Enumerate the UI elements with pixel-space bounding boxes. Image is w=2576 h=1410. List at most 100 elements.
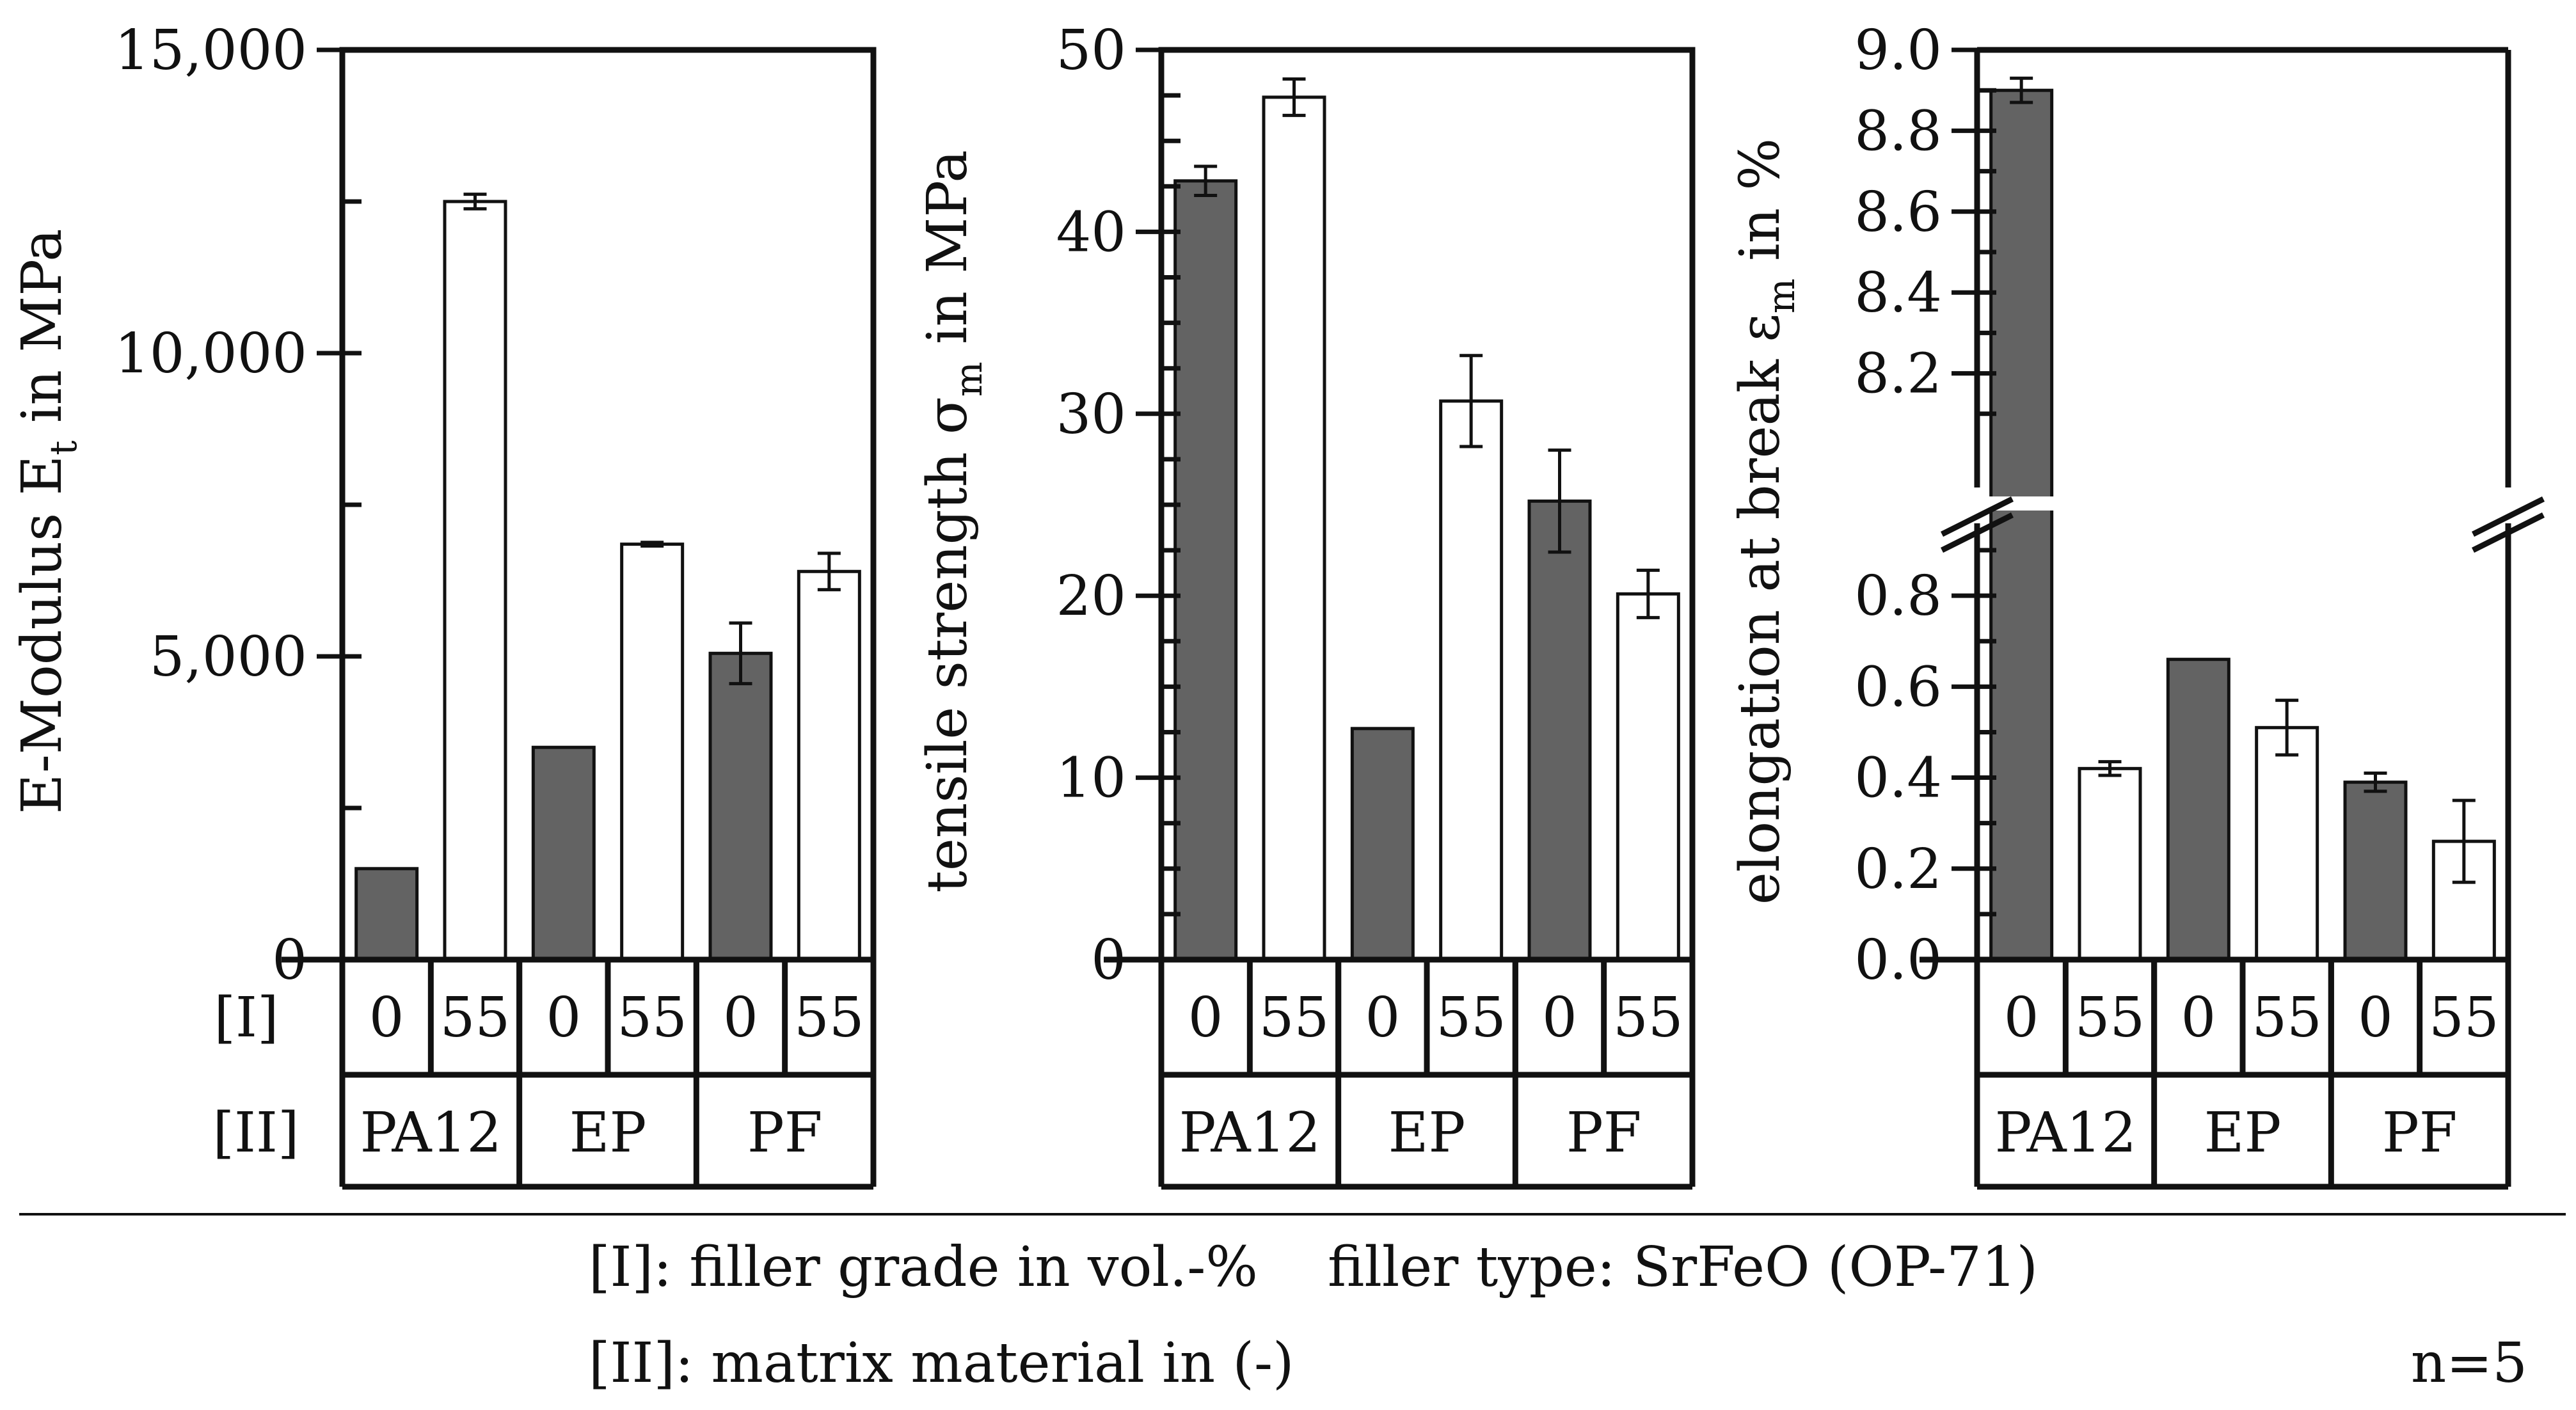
y-tick-label: 0 (272, 928, 307, 992)
bar-pf-0 (1527, 499, 1592, 962)
y-axis-ticks: 0 5,000 10,000 15,000 (115, 19, 362, 992)
matrix-label: PA12 (360, 1101, 502, 1165)
bar-pf-0 (2343, 780, 2408, 962)
y-tick-label: 30 (1056, 383, 1126, 447)
y-axis-ticks: 0 10 20 30 40 50 (1056, 19, 1181, 992)
y-tick-label: 10,000 (115, 322, 307, 386)
y-tick-label: 20 (1056, 564, 1126, 628)
matrix-label: PA12 (1179, 1101, 1321, 1165)
bar-pa12-0 (1989, 88, 2054, 962)
matrix-label: PF (1566, 1101, 1642, 1165)
error-bar (729, 621, 752, 686)
y-tick-label: 5,000 (150, 625, 307, 689)
matrix-label: PF (747, 1101, 823, 1165)
matrix-label: EP (2204, 1101, 2282, 1165)
y-tick-label: 0.0 (1854, 928, 1942, 992)
filler-grade-label: 55 (2075, 986, 2145, 1050)
row-label-filler: [I] (214, 986, 278, 1050)
filler-grade-label: 55 (2429, 986, 2499, 1050)
error-bar (640, 541, 664, 548)
filler-grade-label: 55 (2252, 986, 2321, 1050)
y-axis-label-main: E-Modulus E (10, 455, 74, 814)
y-tick-label: 0.8 (1854, 564, 1942, 628)
bar-pf-0 (708, 651, 773, 962)
y-tick-label: 9.0 (1854, 19, 1942, 83)
filler-grade-label: 0 (1188, 986, 1223, 1050)
axis-break-mark (1940, 512, 2014, 553)
y-axis-label-unit: in MPa (916, 150, 980, 361)
filler-grade-label: 0 (2181, 986, 2216, 1050)
error-bar (1459, 354, 1483, 448)
chart-panel-2: 0 55 0 55 0 55 PA12 EP PF 0 10 20 30 40 50 tensile stre… (916, 19, 1696, 1190)
y-axis-label-main: elongation at break ε (1728, 313, 1792, 905)
y-axis-label-subscript: m (1760, 278, 1803, 313)
matrix-label: EP (569, 1101, 647, 1165)
error-bar (1282, 77, 1306, 117)
charts-layer: 0 55 0 55 0 55 PA12 EP PF 0 5,000 10,000 15,000 E-Mod… (10, 19, 2545, 1190)
error-bar (1548, 448, 1571, 554)
y-axis-label-subscript: t (42, 440, 85, 455)
y-tick-label: 50 (1056, 19, 1126, 83)
bar-ep-0 (1350, 727, 1415, 962)
filler-grade-label: 55 (1436, 986, 1506, 1050)
frame-box (1158, 47, 1696, 963)
bars-group (1989, 76, 2496, 962)
row-label-matrix: [II] (212, 1101, 299, 1165)
y-tick-label: 10 (1056, 747, 1126, 811)
y-axis-label: elongation at break εm in % (1728, 138, 1803, 905)
filler-grade-label: 55 (1613, 986, 1683, 1050)
y-tick-label: 0.6 (1854, 655, 1942, 719)
bar-pa12-55 (1262, 95, 1326, 962)
error-bar (2275, 699, 2299, 757)
bar-ep-0 (2166, 658, 2230, 962)
filler-grade-label: 55 (440, 986, 510, 1050)
error-bar (1636, 568, 1660, 619)
bar-pa12-0 (354, 867, 419, 962)
filler-grade-label: 0 (546, 986, 581, 1050)
filler-grade-label: 55 (1259, 986, 1329, 1050)
error-bar (2364, 771, 2387, 793)
plot-frame (282, 47, 877, 1190)
y-tick-label: 8.4 (1854, 261, 1942, 325)
y-axis-label-unit: in % (1728, 138, 1792, 278)
bar-pf-55 (797, 569, 861, 962)
bar-ep-55 (620, 543, 685, 962)
chart-panel-3: 0 55 0 55 0 55 PA12 EP PF 0.0 0.2 0.4 0.6 0.8 8.2 8.4 8.… (1728, 19, 2545, 1190)
filler-grade-label: 0 (1365, 986, 1400, 1050)
filler-grade-label: 0 (2004, 986, 2039, 1050)
footer-filler-type-note: filler type: SrFeO (OP-71) (1328, 1235, 2038, 1299)
y-axis-label-unit: in MPa (10, 228, 74, 440)
footer-sample-size: n=5 (2411, 1331, 2527, 1395)
bar-ep-55 (1439, 399, 1504, 962)
error-bar (817, 551, 841, 592)
filler-grade-label: 55 (617, 986, 687, 1050)
axis-break-mark (1940, 496, 2014, 537)
y-tick-label: 40 (1056, 200, 1126, 264)
y-tick-label: 8.2 (1854, 342, 1942, 406)
error-bar (2010, 76, 2033, 104)
frame-box (339, 47, 877, 963)
bar-ep-55 (2255, 725, 2319, 962)
matrix-label: PF (2382, 1101, 2458, 1165)
footer-filler-grade-note: [I]: filler grade in vol.-% (589, 1235, 1258, 1299)
bar-pa12-55 (2078, 766, 2142, 962)
error-bar (463, 193, 487, 210)
y-tick-label: 8.8 (1854, 99, 1942, 163)
bar-pf-55 (1616, 592, 1680, 962)
bars-group (354, 193, 861, 962)
error-bar (2452, 798, 2476, 884)
y-tick-label: 15,000 (115, 19, 307, 83)
y-axis-label-subscript: m (947, 361, 990, 397)
bar-pa12-0 (1173, 179, 1238, 962)
filler-grade-label: 0 (723, 986, 758, 1050)
bar-ep-0 (531, 745, 596, 962)
y-tick-label: 0.4 (1854, 747, 1942, 811)
filler-grade-label: 55 (794, 986, 864, 1050)
filler-grade-label: 0 (2358, 986, 2393, 1050)
filler-grade-label: 0 (369, 986, 404, 1050)
bars-group (1173, 77, 1680, 962)
y-tick-label: 8.6 (1854, 180, 1942, 244)
error-bar (1194, 164, 1218, 198)
chart-panel-1: 0 55 0 55 0 55 PA12 EP PF 0 5,000 10,000 15,000 E-Mod… (10, 19, 877, 1190)
